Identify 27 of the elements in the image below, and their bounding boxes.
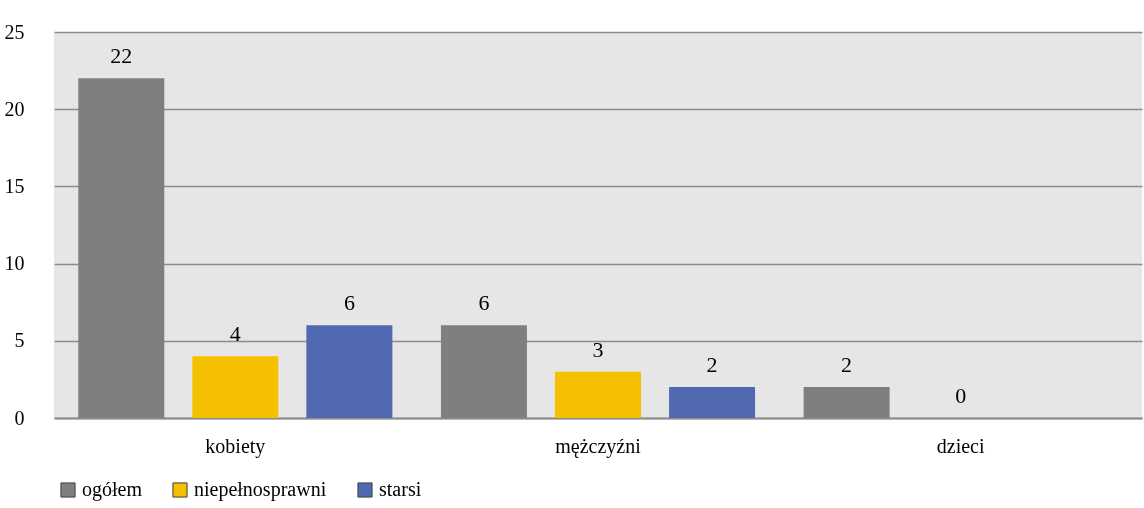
data-label: 2: [841, 352, 853, 378]
legend-label: ogółem: [82, 478, 143, 501]
data-label: 2: [706, 352, 718, 378]
legend-label: starsi: [379, 478, 422, 500]
bar: [192, 356, 279, 418]
y-tick-label: 0: [14, 406, 25, 429]
x-tick-label: kobiety: [205, 434, 266, 458]
y-tick-label: 20: [4, 97, 25, 120]
data-label: 6: [343, 290, 355, 316]
y-tick-label: 10: [4, 252, 25, 275]
bar: [306, 325, 393, 418]
x-tick-label: dzieci: [936, 434, 985, 457]
legend-label: niepełnosprawni: [194, 478, 327, 501]
data-label: 4: [229, 321, 241, 347]
data-label: 6: [478, 290, 490, 316]
bar: [78, 78, 165, 418]
x-tick-label: mężczyźni: [555, 434, 642, 458]
y-tick-label: 25: [4, 20, 25, 43]
bar: [803, 387, 890, 418]
bar: [669, 387, 756, 418]
y-tick-label: 15: [4, 174, 25, 197]
y-tick-label: 5: [14, 329, 25, 352]
bar: [440, 325, 527, 418]
data-label: 0: [955, 383, 967, 408]
data-label: 22: [110, 43, 133, 69]
data-label: 3: [592, 336, 604, 362]
bar: [555, 371, 641, 418]
